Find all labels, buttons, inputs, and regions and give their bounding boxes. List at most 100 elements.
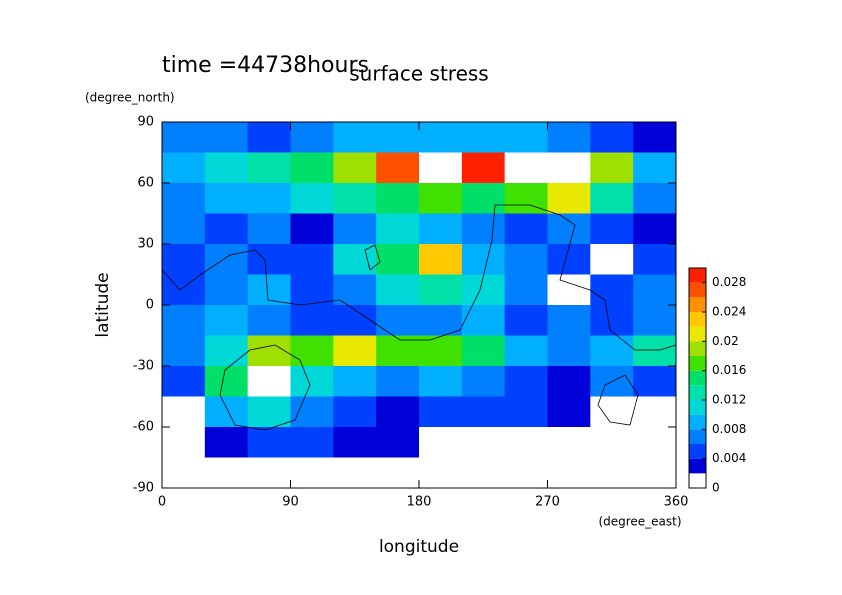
field-cell xyxy=(204,244,249,275)
field-cell xyxy=(504,122,548,153)
field-cell xyxy=(419,183,463,214)
field-cell xyxy=(419,335,463,367)
colorbar-box xyxy=(689,385,706,400)
field-cell xyxy=(204,274,249,306)
field-cell xyxy=(162,183,206,214)
coastline xyxy=(597,374,639,426)
field-cell xyxy=(162,335,206,367)
x-tick-label: 360 xyxy=(664,495,689,510)
field-cell xyxy=(590,335,634,367)
field-cell xyxy=(419,213,463,245)
chart-title: surface stress xyxy=(349,62,488,86)
field-cell xyxy=(461,335,506,367)
field-cell xyxy=(547,122,591,153)
field-cell xyxy=(590,305,634,336)
field-cell xyxy=(333,457,377,489)
field-cell xyxy=(290,213,334,245)
field-cell xyxy=(247,122,291,153)
field-cell xyxy=(633,122,677,153)
field-cell xyxy=(461,274,506,306)
y-tick-label: 90 xyxy=(137,115,154,130)
field-cell xyxy=(376,427,420,458)
field-cell xyxy=(590,244,634,275)
field-cell xyxy=(247,427,291,458)
colorbar-box xyxy=(689,297,706,312)
field-cell xyxy=(162,366,206,397)
colorbar-tick-label: 0.016 xyxy=(712,363,746,377)
field-cell xyxy=(162,122,206,153)
field-cell xyxy=(376,183,420,214)
field-cell xyxy=(247,244,291,275)
y-tick-label: 30 xyxy=(137,237,154,252)
field-cell xyxy=(461,122,506,153)
field-cell xyxy=(419,152,463,184)
field-cell xyxy=(590,213,634,245)
field-cell xyxy=(162,457,206,489)
field-cell xyxy=(376,335,420,367)
field-cell xyxy=(376,396,420,428)
field-cell xyxy=(461,457,506,489)
field-cell xyxy=(547,244,591,275)
field-cell xyxy=(162,274,206,306)
field-cell xyxy=(461,396,506,428)
field-cell xyxy=(419,274,463,306)
colorbar-tick-label: 0.02 xyxy=(712,334,739,348)
field-cell xyxy=(633,335,677,367)
field-cell xyxy=(590,427,634,458)
colorbar-box xyxy=(689,326,706,342)
x-tick-label: 90 xyxy=(282,495,299,510)
field-cell xyxy=(204,427,249,458)
colorbar-tick-label: 0.012 xyxy=(712,393,746,407)
field-cell xyxy=(461,244,506,275)
field-cell xyxy=(376,152,420,184)
x-tick-label: 270 xyxy=(535,495,560,510)
field-cell xyxy=(419,305,463,336)
field-cell xyxy=(504,396,548,428)
field-cell xyxy=(504,366,548,397)
colorbar-box xyxy=(689,341,706,356)
field-cell xyxy=(419,244,463,275)
field-cell xyxy=(461,152,506,184)
colorbar-box xyxy=(689,414,706,430)
field-cell xyxy=(461,427,506,458)
field-cell xyxy=(204,366,249,397)
field-cell xyxy=(547,274,591,306)
y-tick-label: -30 xyxy=(133,359,154,374)
field-cell xyxy=(461,366,506,397)
field-cell xyxy=(633,213,677,245)
coastlines xyxy=(161,204,677,431)
field-cell xyxy=(204,396,249,428)
field-cell xyxy=(162,305,206,336)
field-cell xyxy=(247,152,291,184)
field-cell xyxy=(247,183,291,214)
colorbar-frame xyxy=(688,267,707,489)
field-cell xyxy=(547,427,591,458)
field-cell xyxy=(290,122,334,153)
field-cell xyxy=(461,183,506,214)
field-cell xyxy=(247,213,291,245)
field-cell xyxy=(204,152,249,184)
field-cell xyxy=(162,244,206,275)
field-cell xyxy=(547,396,591,428)
x-tick-label: 0 xyxy=(158,495,166,510)
field-cell xyxy=(419,457,463,489)
x-tick-label: 180 xyxy=(407,495,432,510)
field-cell xyxy=(290,183,334,214)
coastline xyxy=(219,344,311,431)
colorbar-tick-label: 0.004 xyxy=(712,451,746,465)
colorbar-tick-label: 0.024 xyxy=(712,305,746,319)
field-cell xyxy=(290,396,334,428)
field-cell xyxy=(376,274,420,306)
field-cell xyxy=(547,183,591,214)
field-cell xyxy=(247,457,291,489)
field-cell xyxy=(333,396,377,428)
field-cell xyxy=(204,183,249,214)
x-axis-label: longitude xyxy=(379,537,459,557)
y-unit: (degree_north) xyxy=(85,91,175,105)
field-cell xyxy=(590,152,634,184)
field-cell xyxy=(547,366,591,397)
field-cell xyxy=(504,183,548,214)
y-tick-label: -60 xyxy=(133,420,154,435)
y-tick-label: 0 xyxy=(146,298,154,313)
